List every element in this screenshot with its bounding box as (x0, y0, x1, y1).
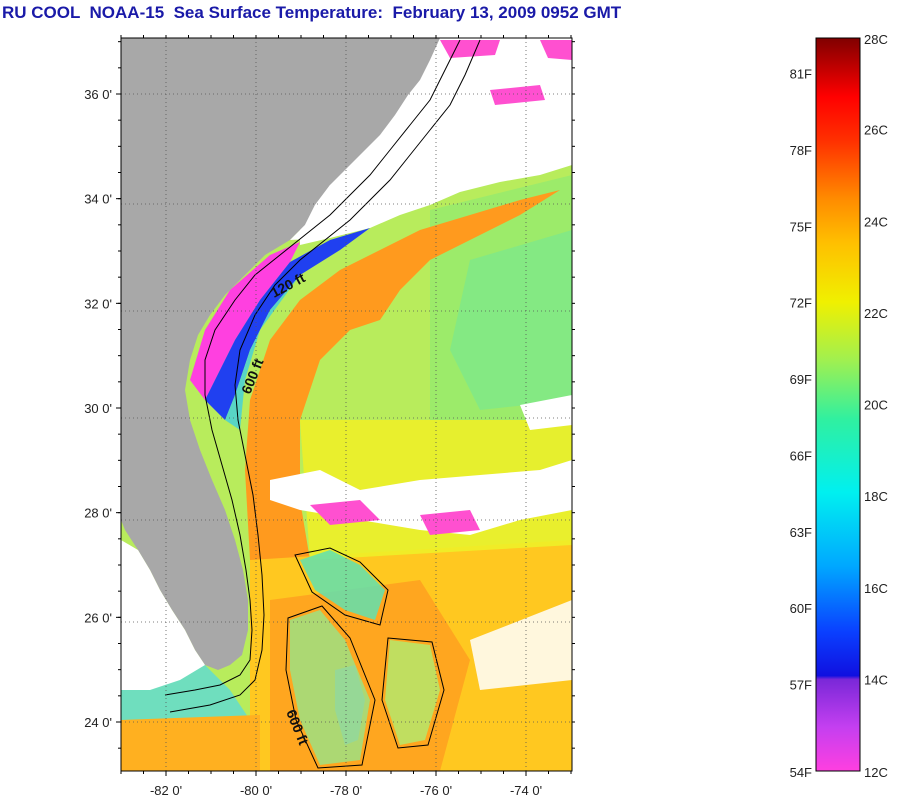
latitude-axis: 36 0' 34 0' 32 0' 30 0' 28 0' 26 0' 24 0' (84, 41, 575, 749)
colorbar-celsius-label: 14C (864, 672, 888, 687)
sst-cyan-band (225, 275, 300, 430)
lat-tick-label: 28 0' (84, 506, 112, 521)
colorbar-fahrenheit-label: 66F (790, 448, 812, 463)
colorbar (815, 37, 861, 772)
cloud-pink-28n (310, 500, 380, 525)
colorbar-celsius-label: 16C (864, 581, 888, 596)
colorbar-celsius-labels: 28C 26C 24C 22C 20C 18C 16C 14C 12C (864, 32, 888, 780)
colorbar-celsius-label: 28C (864, 32, 888, 47)
contour-bahamas-1 (294, 547, 389, 626)
sst-cold-nearshore (190, 242, 300, 400)
colorbar-fahrenheit-label: 57F (790, 677, 812, 692)
cloud-pink-north (440, 40, 500, 58)
colorbar-celsius-label: 24C (864, 214, 888, 229)
cloud-streaks-se (470, 600, 572, 690)
map-area[interactable] (121, 38, 572, 771)
sst-bahamas-bank-2 (290, 610, 370, 765)
colorbar-fahrenheit-label: 60F (790, 601, 812, 616)
lon-tick-label: -82 0' (150, 783, 182, 798)
contour-bahamas-3 (381, 637, 445, 749)
sst-blue-band (205, 228, 370, 420)
colorbar-celsius-label: 18C (864, 489, 888, 504)
lon-tick-label: -74 0' (510, 783, 542, 798)
colorbar-fahrenheit-label: 69F (790, 372, 812, 387)
contour-120ft (164, 39, 461, 696)
contour-600ft (169, 39, 481, 713)
colorbar-fahrenheit-label: 54F (790, 765, 812, 780)
cloud-pink-north-b (490, 85, 545, 105)
lat-tick-label: 30 0' (84, 401, 112, 416)
cloud-east-30n (520, 395, 572, 430)
lat-tick-label: 24 0' (84, 715, 112, 730)
sst-bahamas-bank (300, 550, 385, 620)
sst-green-patch (450, 230, 572, 410)
colorbar-fahrenheit-label: 78F (790, 143, 812, 158)
lat-tick-label: 34 0' (84, 192, 112, 207)
colorbar-fahrenheit-label: 75F (790, 219, 812, 234)
colorbar-fahrenheit-label: 81F (790, 67, 812, 82)
lat-tick-label: 32 0' (84, 296, 112, 311)
sst-bahamas-bank-3 (385, 640, 440, 745)
lon-tick-label: -78 0' (330, 783, 362, 798)
colorbar-celsius-label: 12C (864, 765, 888, 780)
lon-tick-label: -80 0' (240, 783, 272, 798)
colorbar-celsius-label: 22C (864, 306, 888, 321)
lat-tick-label: 36 0' (84, 87, 112, 102)
land-us-coast (121, 38, 440, 670)
colorbar-celsius-label: 26C (864, 123, 888, 138)
contour-bahamas-2 (285, 605, 376, 769)
sst-gulf-south (121, 715, 260, 771)
colorbar-celsius-label: 20C (864, 398, 888, 413)
longitude-axis: -82 0' -80 0' -78 0' -76 0' -74 0' (120, 35, 572, 798)
map-title: RU COOL NOAA-15 Sea Surface Temperature:… (2, 3, 622, 22)
cloud-florida-gulf (121, 540, 205, 690)
cloud-carolina (290, 175, 390, 240)
lon-tick-label: -76 0' (420, 783, 452, 798)
colorbar-fahrenheit-label: 72F (790, 296, 812, 311)
colorbar-fahrenheit-labels: 81F 78F 75F 72F 69F 66F 63F 60F 57F 54F (790, 67, 812, 780)
colorbar-fahrenheit-label: 63F (790, 525, 812, 540)
cloud-pink-north-c (540, 40, 572, 60)
cloud-pink-28n-b (420, 510, 480, 535)
lat-tick-label: 26 0' (84, 610, 112, 625)
